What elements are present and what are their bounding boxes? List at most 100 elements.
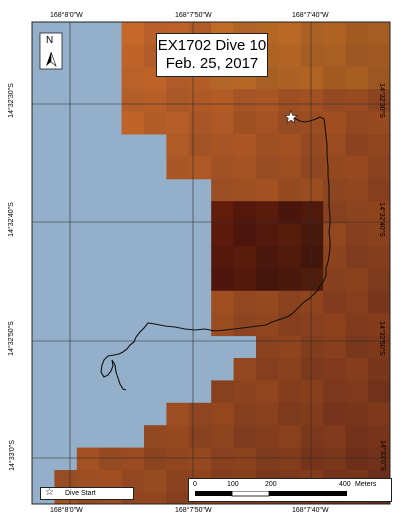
terrain-tile bbox=[323, 358, 347, 381]
terrain-tile bbox=[323, 66, 347, 90]
terrain-tile bbox=[144, 492, 167, 505]
terrain-tile bbox=[345, 111, 369, 135]
terrain-tile bbox=[323, 22, 347, 45]
legend-box: ☆ Dive Start bbox=[40, 487, 134, 500]
terrain-tile bbox=[345, 223, 369, 247]
terrain-tile bbox=[233, 223, 257, 247]
terrain-tile bbox=[278, 335, 302, 359]
terrain-tile bbox=[278, 156, 302, 180]
dive-start-star-icon bbox=[284, 110, 298, 124]
terrain-tile bbox=[300, 44, 324, 68]
terrain-tile bbox=[300, 178, 324, 202]
terrain-tile bbox=[256, 335, 279, 359]
terrain-tile bbox=[121, 66, 145, 90]
terrain-tile bbox=[368, 22, 391, 45]
terrain-tile bbox=[300, 66, 324, 90]
star-outline-icon: ☆ bbox=[45, 487, 54, 498]
terrain-tile bbox=[345, 380, 369, 404]
terrain-tile bbox=[300, 156, 324, 180]
terrain-tile bbox=[211, 268, 235, 292]
terrain-tile bbox=[166, 425, 190, 449]
terrain-tile bbox=[323, 223, 347, 247]
terrain-tile bbox=[300, 22, 324, 45]
lat-label-right-4: 14°33'0"S bbox=[378, 440, 386, 471]
terrain-tile bbox=[256, 111, 279, 135]
terrain-tile bbox=[300, 335, 324, 359]
lat-label-left-4: 14°33'0"S bbox=[8, 440, 16, 471]
terrain-tile bbox=[368, 44, 391, 68]
terrain-tile bbox=[233, 156, 257, 180]
terrain-tile bbox=[256, 380, 279, 404]
terrain-tile bbox=[211, 402, 235, 426]
terrain-tile bbox=[368, 290, 391, 314]
terrain-tile bbox=[323, 134, 347, 157]
dive-track bbox=[100, 116, 331, 391]
terrain-tile bbox=[278, 111, 302, 135]
terrain-tile bbox=[345, 313, 369, 337]
terrain-tile bbox=[211, 246, 235, 269]
terrain-tile bbox=[368, 134, 391, 157]
terrain-tile bbox=[188, 425, 212, 449]
terrain-tile bbox=[256, 268, 279, 292]
terrain-tile bbox=[188, 134, 212, 157]
terrain-tile bbox=[256, 156, 279, 180]
terrain-tile bbox=[256, 358, 279, 381]
scale-tick-200: 200 bbox=[265, 481, 277, 488]
terrain-tile bbox=[345, 268, 369, 292]
map-subtitle: Feb. 25, 2017 bbox=[165, 55, 259, 72]
terrain-tile bbox=[368, 223, 391, 247]
terrain-tile bbox=[300, 246, 324, 269]
lat-label-left-3: 14°32'50"S bbox=[7, 321, 15, 356]
terrain-tile bbox=[211, 156, 235, 180]
terrain-tile bbox=[300, 380, 324, 404]
terrain-tile bbox=[211, 380, 235, 404]
terrain-tile bbox=[368, 89, 391, 113]
terrain-tile bbox=[166, 447, 190, 471]
terrain-tile bbox=[211, 178, 235, 202]
terrain-tile bbox=[278, 201, 302, 225]
lon-label-top-1: 168°8'0"W bbox=[50, 12, 83, 19]
terrain-tile bbox=[345, 44, 369, 68]
terrain-tile bbox=[166, 156, 190, 180]
terrain-tile bbox=[300, 313, 324, 337]
terrain-tile bbox=[233, 89, 257, 113]
terrain-tile bbox=[121, 22, 145, 45]
terrain-tile bbox=[278, 246, 302, 269]
map-title-box: EX1702 Dive 10 Feb. 25, 2017 bbox=[156, 33, 268, 77]
terrain-tile bbox=[323, 89, 347, 113]
terrain-tile bbox=[300, 111, 324, 135]
terrain-tile bbox=[233, 111, 257, 135]
terrain-tile bbox=[278, 290, 302, 314]
terrain-tile bbox=[345, 178, 369, 202]
terrain-tile bbox=[368, 335, 391, 359]
terrain-tile bbox=[323, 268, 347, 292]
terrain-tile bbox=[323, 447, 347, 471]
terrain-tile bbox=[188, 111, 212, 135]
terrain-tile bbox=[188, 447, 212, 471]
terrain-tile bbox=[233, 134, 257, 157]
terrain-tile bbox=[368, 246, 391, 269]
scale-bar-graphic bbox=[195, 491, 347, 497]
terrain-tile bbox=[211, 290, 235, 314]
terrain-tile bbox=[368, 447, 391, 471]
terrain-tile bbox=[300, 201, 324, 225]
terrain-tile bbox=[323, 44, 347, 68]
terrain-tile bbox=[166, 111, 190, 135]
terrain-tile bbox=[144, 425, 167, 449]
terrain-tile bbox=[233, 447, 257, 471]
terrain-tile bbox=[323, 246, 347, 269]
terrain-tile bbox=[144, 89, 167, 113]
scale-unit: Meters bbox=[355, 481, 377, 488]
terrain-tile bbox=[323, 290, 347, 314]
terrain-tile bbox=[256, 201, 279, 225]
terrain-tile bbox=[233, 178, 257, 202]
terrain-tile bbox=[278, 380, 302, 404]
terrain-tile bbox=[211, 223, 235, 247]
terrain-tile bbox=[144, 111, 167, 135]
terrain-tile bbox=[256, 290, 279, 314]
terrain-tile bbox=[323, 425, 347, 449]
terrain-tile bbox=[345, 134, 369, 157]
terrain-tile bbox=[323, 335, 347, 359]
legend-label: Dive Start bbox=[65, 490, 96, 497]
terrain-tile bbox=[345, 335, 369, 359]
